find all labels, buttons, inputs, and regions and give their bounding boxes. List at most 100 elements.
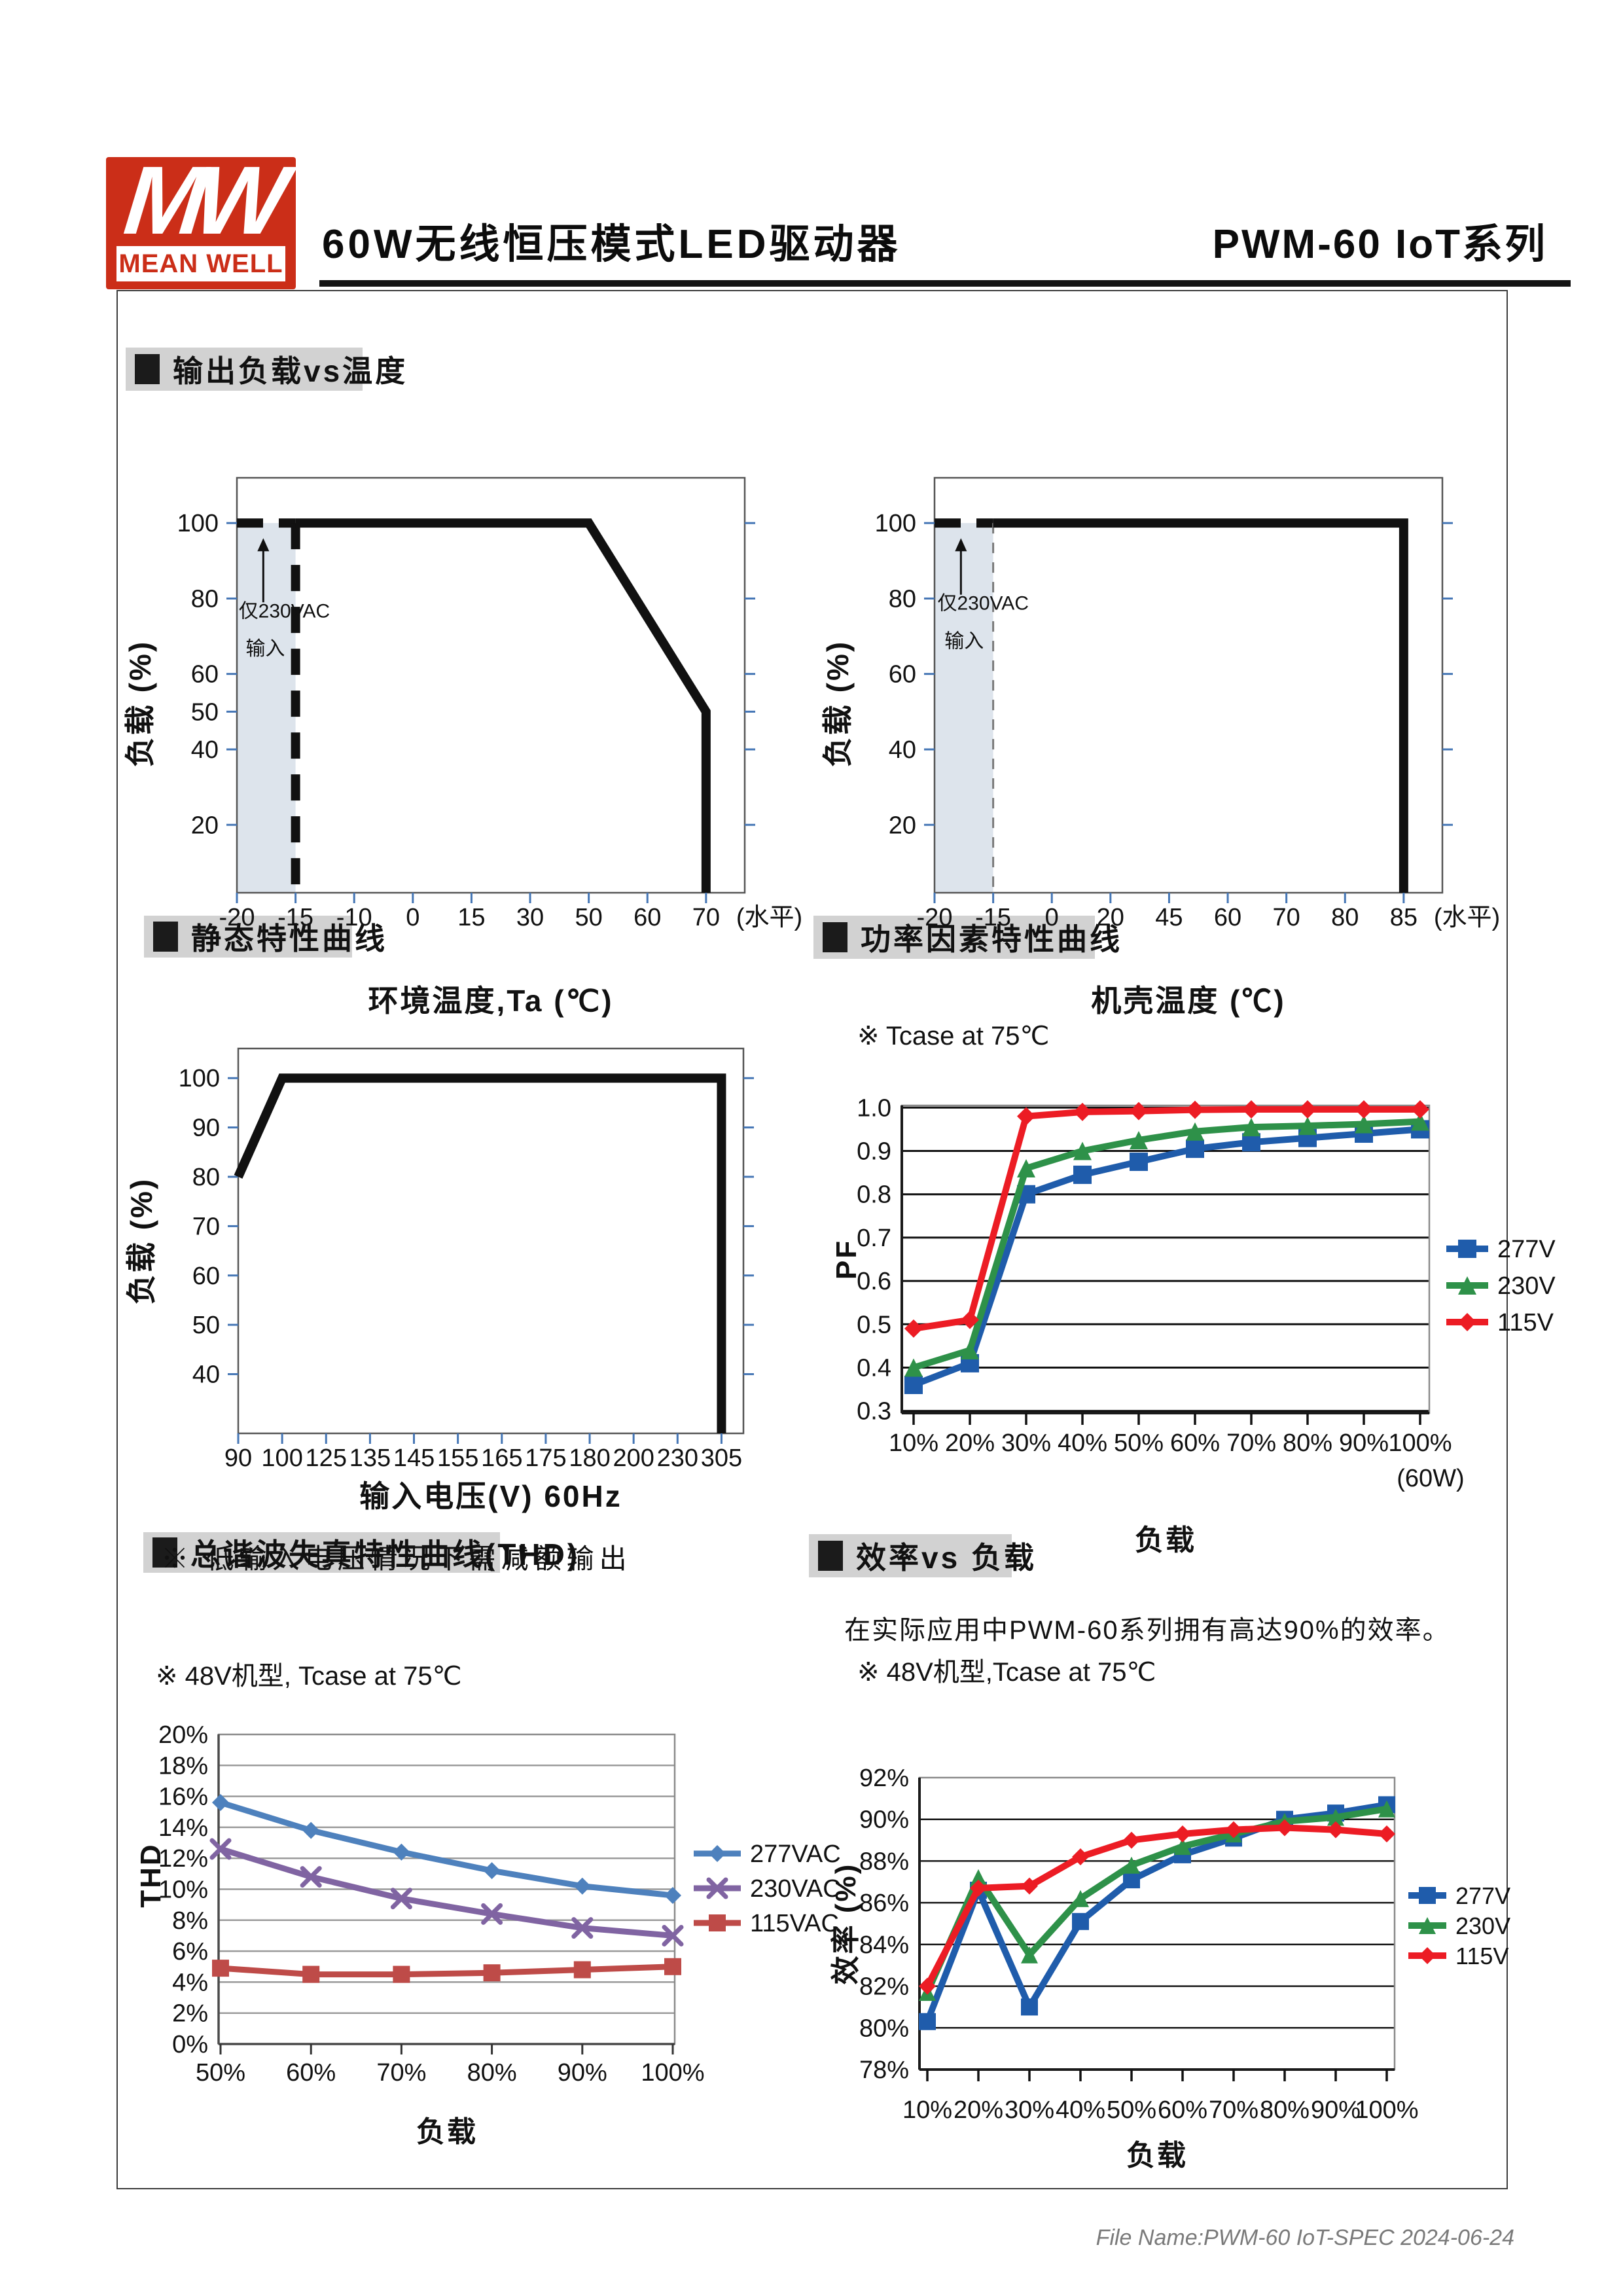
- svg-text:80%: 80%: [1260, 2096, 1310, 2124]
- svg-text:175: 175: [525, 1444, 566, 1472]
- svg-text:230V: 230V: [1455, 1912, 1510, 1939]
- svg-text:70: 70: [692, 904, 720, 931]
- svg-text:-15: -15: [277, 904, 313, 931]
- svg-text:230: 230: [657, 1444, 698, 1472]
- y-axis-static-characteristic: 40 50 60 70 80 90 100: [179, 1065, 754, 1389]
- pf-condition-note: ※ Tcase at 75℃: [857, 1022, 1050, 1050]
- svg-text:70%: 70%: [1209, 2096, 1258, 2124]
- doc-title: 60W无线恒压模式LED驱动器: [322, 222, 901, 267]
- svg-text:0: 0: [406, 904, 419, 931]
- svg-text:90%: 90%: [558, 2059, 607, 2087]
- chart-thd: 0% 2% 4% 6% 8% 10% 12% 14% 16% 18% 20% 50% 60% 70% 80%…: [135, 1721, 841, 2148]
- svg-text:20: 20: [191, 812, 219, 839]
- svg-text:-15: -15: [975, 904, 1011, 931]
- svg-text:10%: 10%: [902, 2096, 952, 2124]
- svg-text:2%: 2%: [172, 2000, 208, 2028]
- svg-text:90%: 90%: [1339, 1429, 1389, 1457]
- svg-text:50: 50: [191, 698, 219, 726]
- svg-text:50: 50: [575, 904, 603, 931]
- svg-text:40: 40: [192, 1361, 220, 1389]
- svg-text:0.9: 0.9: [857, 1138, 891, 1166]
- svg-text:100%: 100%: [1388, 1429, 1452, 1457]
- x-axis-power-factor: 10% 20% 30% 40% 50% 60% 70% 80% 90% 100% (60W): [889, 1413, 1465, 1492]
- y-axis-power-factor: 0.3 0.4 0.5 0.6 0.7 0.8 0.9 1.0: [857, 1094, 891, 1425]
- legend-power-factor: 277V 230V 115V: [1446, 1236, 1556, 1336]
- svg-text:100%: 100%: [1355, 2096, 1418, 2124]
- svg-text:0.7: 0.7: [857, 1225, 891, 1252]
- doc-series-title: PWM-60 IoT系列: [1212, 222, 1547, 267]
- svg-text:机壳温度 (℃): 机壳温度 (℃): [1091, 984, 1285, 1018]
- svg-text:60: 60: [192, 1263, 220, 1290]
- svg-text:230VAC: 230VAC: [750, 1875, 841, 1903]
- svg-text:84%: 84%: [859, 1931, 909, 1959]
- section-title: 效率vs 负载: [856, 1541, 1037, 1575]
- svg-text:30%: 30%: [1001, 1429, 1051, 1457]
- section-bullet-square-icon: [823, 922, 847, 952]
- svg-text:-20: -20: [917, 904, 953, 931]
- svg-text:60%: 60%: [1170, 1429, 1220, 1457]
- svg-text:230V: 230V: [1497, 1272, 1556, 1300]
- svg-text:100: 100: [179, 1065, 220, 1092]
- svg-text:115V: 115V: [1497, 1309, 1554, 1336]
- svg-text:125: 125: [306, 1444, 347, 1472]
- svg-text:40: 40: [889, 736, 916, 764]
- svg-text:80%: 80%: [467, 2059, 517, 2087]
- svg-text:305: 305: [701, 1444, 742, 1472]
- svg-text:(水平): (水平): [736, 904, 802, 931]
- svg-text:90: 90: [224, 1444, 252, 1472]
- section-title: 总谐波失真特性曲线(THD): [190, 1537, 580, 1571]
- svg-text:8%: 8%: [172, 1907, 208, 1935]
- svg-text:45: 45: [1155, 904, 1183, 931]
- efficiency-condition-note: ※ 48V机型,Tcase at 75℃: [857, 1658, 1156, 1687]
- svg-text:165: 165: [481, 1444, 522, 1472]
- svg-text:50%: 50%: [1114, 1429, 1164, 1457]
- section-bullet-square-icon: [153, 922, 178, 952]
- svg-text:115V: 115V: [1455, 1943, 1508, 1969]
- svg-text:80: 80: [889, 585, 916, 613]
- x-axis-load-vs-case-temp: -20 -15 0 20 45 60 70 80 85 (水平): [917, 893, 1500, 931]
- svg-text:100: 100: [875, 510, 916, 537]
- svg-text:0.4: 0.4: [857, 1354, 891, 1382]
- svg-text:40: 40: [191, 736, 219, 764]
- section-bullet-square-icon: [818, 1541, 843, 1571]
- svg-text:180: 180: [569, 1444, 610, 1472]
- svg-text:仅230VAC: 仅230VAC: [239, 600, 330, 622]
- y-axis-load-vs-case-temp: 20 40 60 80 100: [875, 510, 1453, 839]
- thd-condition-note: ※ 48V机型, Tcase at 75℃: [156, 1662, 462, 1691]
- series-efficiency-115V: [919, 1819, 1395, 1995]
- svg-text:0.5: 0.5: [857, 1311, 891, 1338]
- efficiency-description: 在实际应用中PWM-60系列拥有高达90%的效率。: [844, 1616, 1450, 1645]
- svg-text:(60W): (60W): [1397, 1465, 1464, 1492]
- svg-text:20: 20: [1097, 904, 1124, 931]
- series-power-factor-230V: [904, 1112, 1429, 1377]
- series-efficiency-230V: [919, 1800, 1395, 2001]
- svg-text:6%: 6%: [172, 1938, 208, 1965]
- svg-text:0%: 0%: [172, 2031, 208, 2058]
- svg-text:50%: 50%: [196, 2059, 245, 2087]
- svg-text:18%: 18%: [158, 1752, 208, 1780]
- chart-load-vs-case-temp: 20 40 60 80 100 -20 -15 0 20 45 60 70 80 85 (水平) 仅230VA…: [821, 476, 1500, 1018]
- svg-text:0: 0: [1045, 904, 1059, 931]
- svg-text:输入电压(V) 60Hz: 输入电压(V) 60Hz: [359, 1479, 622, 1513]
- svg-text:4%: 4%: [172, 1969, 208, 1996]
- section-power-factor: 功率因素特性曲线: [813, 916, 1120, 959]
- svg-text:20%: 20%: [945, 1429, 995, 1457]
- series-power-factor-115V: [904, 1100, 1429, 1338]
- legend-thd: 277VAC 230VAC 115VAC: [694, 1840, 841, 1937]
- legend-efficiency: 277V 230V 115V: [1408, 1882, 1510, 1969]
- y-axis-efficiency: 78% 80% 82% 84% 86% 88% 90% 92%: [859, 1765, 909, 2084]
- svg-text:30: 30: [516, 904, 544, 931]
- x-axis-load-vs-ambient-temp: -20 -15 -10 0 15 30 50 60 70 (水平): [219, 893, 802, 931]
- svg-text:输入: 输入: [245, 638, 285, 660]
- y-axis-thd: 0% 2% 4% 6% 8% 10% 12% 14% 16% 18% 20%: [158, 1721, 208, 2058]
- svg-text:0.8: 0.8: [857, 1181, 891, 1209]
- svg-text:0.6: 0.6: [857, 1268, 891, 1295]
- x-axis-static-characteristic: 90 100 125 135 145 155 165 175 180 200 230 305: [224, 1433, 742, 1472]
- svg-text:92%: 92%: [859, 1765, 909, 1792]
- series-thd-115VAC: [212, 1958, 681, 1983]
- svg-text:16%: 16%: [158, 1784, 208, 1811]
- svg-text:200: 200: [613, 1444, 654, 1472]
